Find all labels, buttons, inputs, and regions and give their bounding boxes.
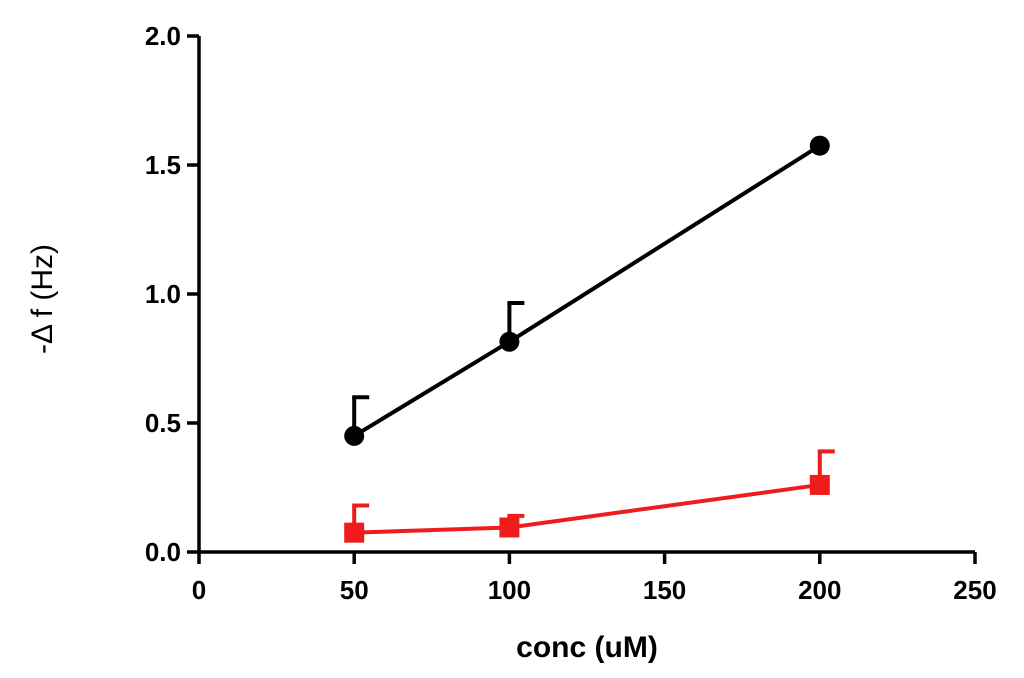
y-tick-label: 1.0 xyxy=(145,279,181,309)
data-point xyxy=(499,331,520,352)
x-tick-label: 0 xyxy=(192,575,206,605)
x-axis: 0 50 100 150 200 250 xyxy=(192,550,997,605)
red-series xyxy=(344,449,835,543)
y-axis: 0.0 0.5 1.0 1.5 2.0 xyxy=(145,21,201,567)
x-tick-label: 250 xyxy=(953,575,996,605)
series-layer xyxy=(344,135,835,543)
data-point xyxy=(344,522,365,543)
y-tick-label: 2.0 xyxy=(145,21,181,51)
x-axis-title: conc (uM) xyxy=(516,631,658,664)
data-point xyxy=(344,425,365,446)
y-tick-label: 0.0 xyxy=(145,537,181,567)
data-point xyxy=(809,474,830,495)
plot-area: 0 50 100 150 200 250 0.0 0.5 1.0 1.5 2.0 xyxy=(145,21,997,605)
data-point xyxy=(499,517,520,538)
series-line xyxy=(353,143,821,438)
data-point xyxy=(809,135,830,156)
x-tick-label: 200 xyxy=(798,575,841,605)
y-axis-title: -Δ f (Hz) xyxy=(26,244,59,354)
x-tick-label: 100 xyxy=(488,575,531,605)
x-tick-label: 150 xyxy=(643,575,686,605)
y-tick-label: 1.5 xyxy=(145,150,181,180)
y-tick-label: 0.5 xyxy=(145,408,181,438)
black-series xyxy=(344,135,830,446)
series-line xyxy=(354,482,821,535)
x-tick-label: 50 xyxy=(340,575,369,605)
